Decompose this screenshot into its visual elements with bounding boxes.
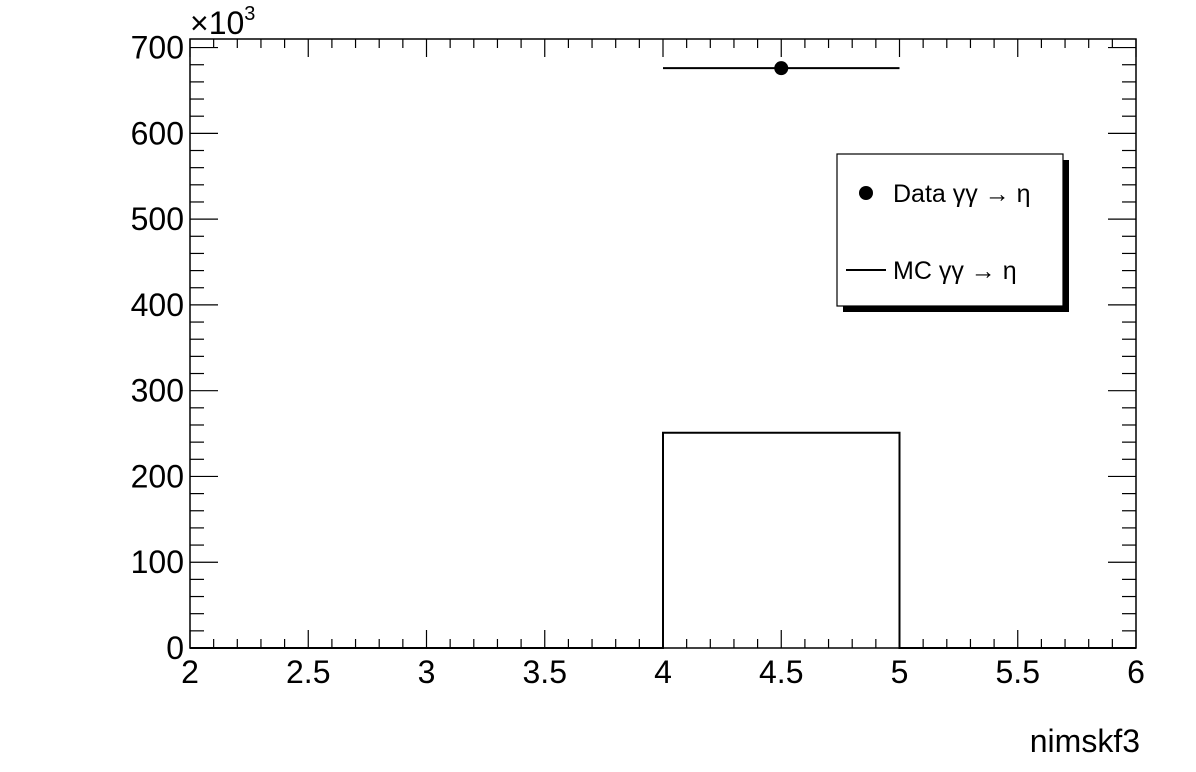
x-tick-label: 5 <box>891 654 909 690</box>
x-tick-label: 3 <box>418 654 436 690</box>
x-tick-label: 5.5 <box>996 654 1040 690</box>
y-tick-label: 200 <box>131 458 184 494</box>
y-tick-label: 100 <box>131 544 184 580</box>
x-tick-label: 4.5 <box>759 654 803 690</box>
y-tick-label: 400 <box>131 287 184 323</box>
y-multiplier-exponent: 3 <box>244 3 255 25</box>
legend-label-data: Data γγ → η <box>893 180 1031 208</box>
x-tick-label: 3.5 <box>523 654 567 690</box>
y-multiplier-base: ×10 <box>190 5 244 41</box>
axis-ticks <box>189 39 1137 649</box>
legend-label-mc: MC γγ → η <box>893 257 1017 285</box>
legend-marker-data <box>859 186 873 200</box>
data-point <box>774 61 789 76</box>
legend-box <box>836 153 1064 307</box>
x-axis-label: nimskf3 <box>1030 723 1140 759</box>
x-tick-label: 4 <box>654 654 672 690</box>
y-tick-label: 600 <box>131 115 184 151</box>
legend: Data γγ → η MC γγ → η <box>836 153 1069 312</box>
y-tick-label: 300 <box>131 373 184 409</box>
tick-labels: 2 2.5 3 3.5 4 4.5 5 5.5 6 0 100 200 300 400 500 600 700 <box>131 30 1145 690</box>
x-tick-label: 6 <box>1127 654 1145 690</box>
x-tick-label: 2 <box>181 654 199 690</box>
y-tick-label: 700 <box>131 30 184 66</box>
plot-frame <box>189 38 1137 649</box>
y-tick-label: 500 <box>131 201 184 237</box>
y-tick-label: 0 <box>166 630 184 666</box>
y-multiplier-label: ×103 <box>190 3 255 41</box>
x-tick-label: 2.5 <box>286 654 330 690</box>
